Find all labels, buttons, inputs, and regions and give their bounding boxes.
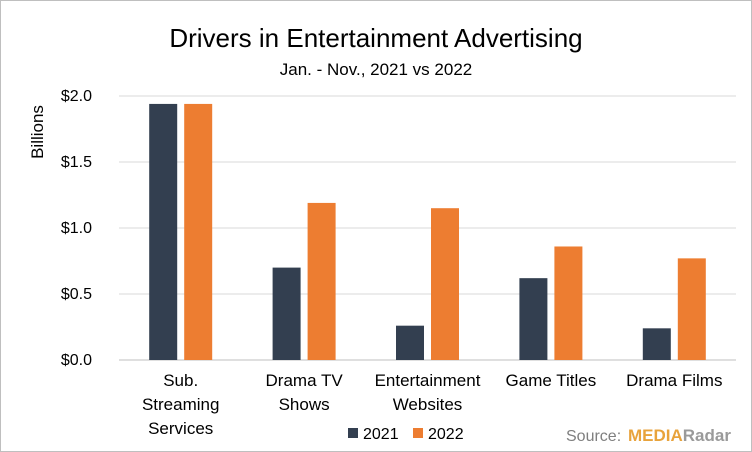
bar-2021 [149,103,178,361]
category-label: Entertainment Websites [375,371,481,414]
bars [149,103,706,361]
legend: 2021 2022 [348,426,464,443]
legend-label: 2022 [428,426,464,443]
y-axis-label: Billions [28,105,47,159]
category-label: Drama Films [626,371,722,390]
bar-2022 [184,103,213,361]
y-tick-label: $1.5 [61,154,92,171]
bar-2022 [677,258,706,360]
category-label: Sub. Streaming Services [142,371,219,438]
bar-2022 [307,202,336,360]
bar-2021 [642,328,671,360]
chart-subtitle: Jan. - Nov., 2021 vs 2022 [280,60,472,79]
y-tick-label: $2.0 [61,88,92,105]
brand-radar: Radar [683,426,732,445]
bar-2021 [519,278,548,360]
source-label: Source: [566,428,621,445]
y-tick-label: $0.5 [61,286,92,303]
legend-swatch-2021 [348,428,358,438]
brand-media: MEDIA [628,426,683,445]
gridlines [119,95,736,361]
mediaradar-logo: MEDIARadar [628,426,731,445]
category-label: Game Titles [506,371,597,390]
y-axis-ticks: $0.0 $0.5 $1.0 $1.5 $2.0 [61,88,92,369]
legend-swatch-2022 [413,428,423,438]
y-tick-label: $1.0 [61,220,92,237]
chart-title: Drivers in Entertainment Advertising [169,23,582,53]
bar-2021 [396,325,424,360]
legend-label: 2021 [363,426,399,443]
bar-2022 [431,208,459,360]
bar-2022 [554,246,583,360]
x-axis-categories: Sub. Streaming Services Drama TV Shows Entert… [142,371,723,438]
y-tick-label: $0.0 [61,352,92,369]
category-label: Drama TV Shows [266,371,344,414]
source-credit: Source: MEDIARadar [566,426,731,445]
bar-2021 [272,267,301,360]
